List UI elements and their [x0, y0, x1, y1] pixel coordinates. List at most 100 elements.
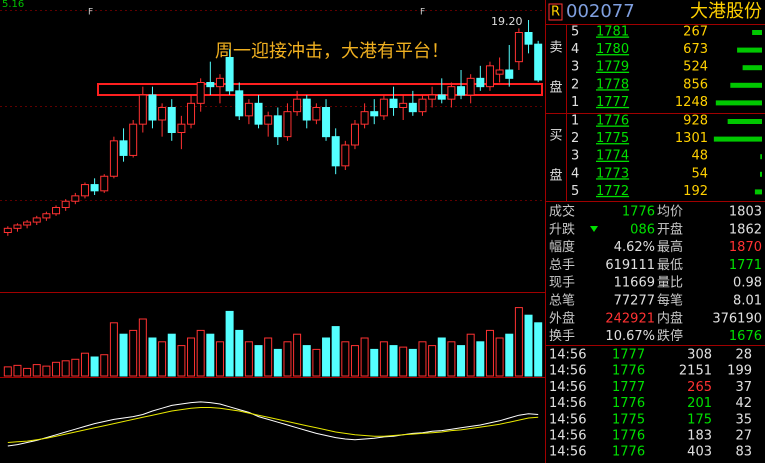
volume-bar [466, 333, 475, 377]
book-level: 3 [571, 60, 579, 75]
tick-time: 14:56 [549, 429, 586, 444]
tick-price: 1775 [612, 412, 645, 427]
volume-bar [158, 341, 167, 377]
volume-bar [505, 333, 514, 377]
book-level: 4 [571, 42, 579, 57]
highlight-box [97, 83, 543, 96]
tick-time: 14:56 [549, 412, 586, 427]
book-price: 1779 [596, 60, 629, 75]
stat-label: 总手 [549, 258, 575, 273]
volume-bar [119, 333, 128, 377]
volume-bar [370, 348, 379, 377]
stat-value: 1771 [729, 258, 762, 273]
volume-bar [476, 341, 485, 377]
candle-body [235, 90, 244, 117]
stat-value: 1676 [729, 329, 762, 344]
stat-label: 换手 [549, 329, 575, 344]
buy-label: 盘 [549, 168, 562, 184]
candle-body [437, 94, 446, 100]
stat-value: 376190 [712, 311, 762, 326]
candle-body [148, 94, 157, 121]
volume-bar [215, 341, 224, 377]
stat-label: 总笔 [549, 293, 575, 309]
volume-bar [129, 329, 138, 377]
candle-body [447, 86, 456, 100]
stat-value: 1862 [729, 222, 762, 237]
candle-body [13, 224, 22, 229]
volume-bar [235, 329, 244, 377]
period-marker: F [420, 8, 425, 18]
candle-body [534, 43, 543, 81]
tick-time: 14:56 [549, 445, 586, 460]
tick-volume: 308 [687, 348, 712, 363]
book-bar [737, 47, 762, 53]
book-volume: 192 [683, 184, 708, 199]
tick-count: 199 [727, 364, 752, 379]
volume-bar [225, 310, 234, 377]
book-bar [730, 82, 762, 88]
tick-volume: 175 [687, 412, 712, 427]
stat-value: 1776 [622, 205, 655, 220]
buy-label: 买 [549, 129, 562, 144]
candle-body [457, 86, 466, 96]
candle-body [466, 77, 475, 96]
book-level: 2 [571, 131, 579, 146]
stat-label: 现手 [549, 276, 575, 291]
volume-bar [399, 346, 408, 377]
tick-volume: 2151 [679, 364, 712, 379]
stat-value: 242921 [605, 311, 655, 326]
volume-bar [61, 360, 70, 377]
candle-body [61, 200, 70, 208]
volume-bar [3, 366, 12, 377]
book-bar [752, 30, 762, 35]
candle-body [52, 207, 61, 215]
book-price: 1774 [596, 149, 629, 164]
book-price: 1781 [596, 25, 629, 40]
candle-body [187, 102, 196, 125]
candle-body [302, 98, 311, 121]
volume-bar [360, 337, 369, 377]
candle-body [158, 107, 167, 121]
candle-body [80, 184, 89, 197]
candle-body [254, 102, 263, 125]
volume-bar [138, 318, 147, 377]
tick-price: 1777 [612, 380, 645, 395]
stat-label: 最高 [657, 239, 683, 255]
period-marker: F [88, 8, 93, 18]
candle-body [264, 115, 273, 125]
volume-bar [254, 345, 263, 377]
tick-price: 1776 [612, 429, 645, 444]
volume-bar [177, 345, 186, 377]
book-level: 5 [571, 25, 579, 40]
stat-value: 086 [630, 222, 655, 237]
stat-label: 每笔 [657, 293, 683, 309]
volume-bar [312, 348, 321, 377]
candle-body [215, 77, 224, 88]
stat-label: 外盘 [549, 310, 575, 326]
volume-bar [495, 337, 504, 377]
book-volume: 48 [691, 149, 708, 164]
book-volume: 1248 [675, 95, 708, 110]
book-price: 1775 [596, 131, 629, 146]
candle-body [389, 98, 398, 108]
down-arrow [590, 226, 598, 232]
candle-body [109, 140, 118, 177]
book-price: 1780 [596, 42, 629, 57]
sell-label: 卖 [549, 41, 562, 56]
market-flag: R [551, 5, 560, 20]
candle-body [399, 102, 408, 109]
stat-label: 最低 [657, 258, 683, 273]
volume-bar [23, 367, 32, 377]
candle-body [370, 111, 379, 117]
volume-bar [341, 341, 350, 377]
volume-bar [196, 329, 205, 377]
candle-body [331, 136, 340, 167]
volume-bar [418, 341, 427, 377]
volume-bar [389, 345, 398, 377]
indicator-line [7, 401, 539, 447]
book-price: 1773 [596, 166, 629, 181]
volume-bar [32, 364, 41, 377]
book-volume: 267 [683, 25, 708, 40]
candle-body [476, 77, 485, 88]
volume-bar [273, 348, 282, 377]
